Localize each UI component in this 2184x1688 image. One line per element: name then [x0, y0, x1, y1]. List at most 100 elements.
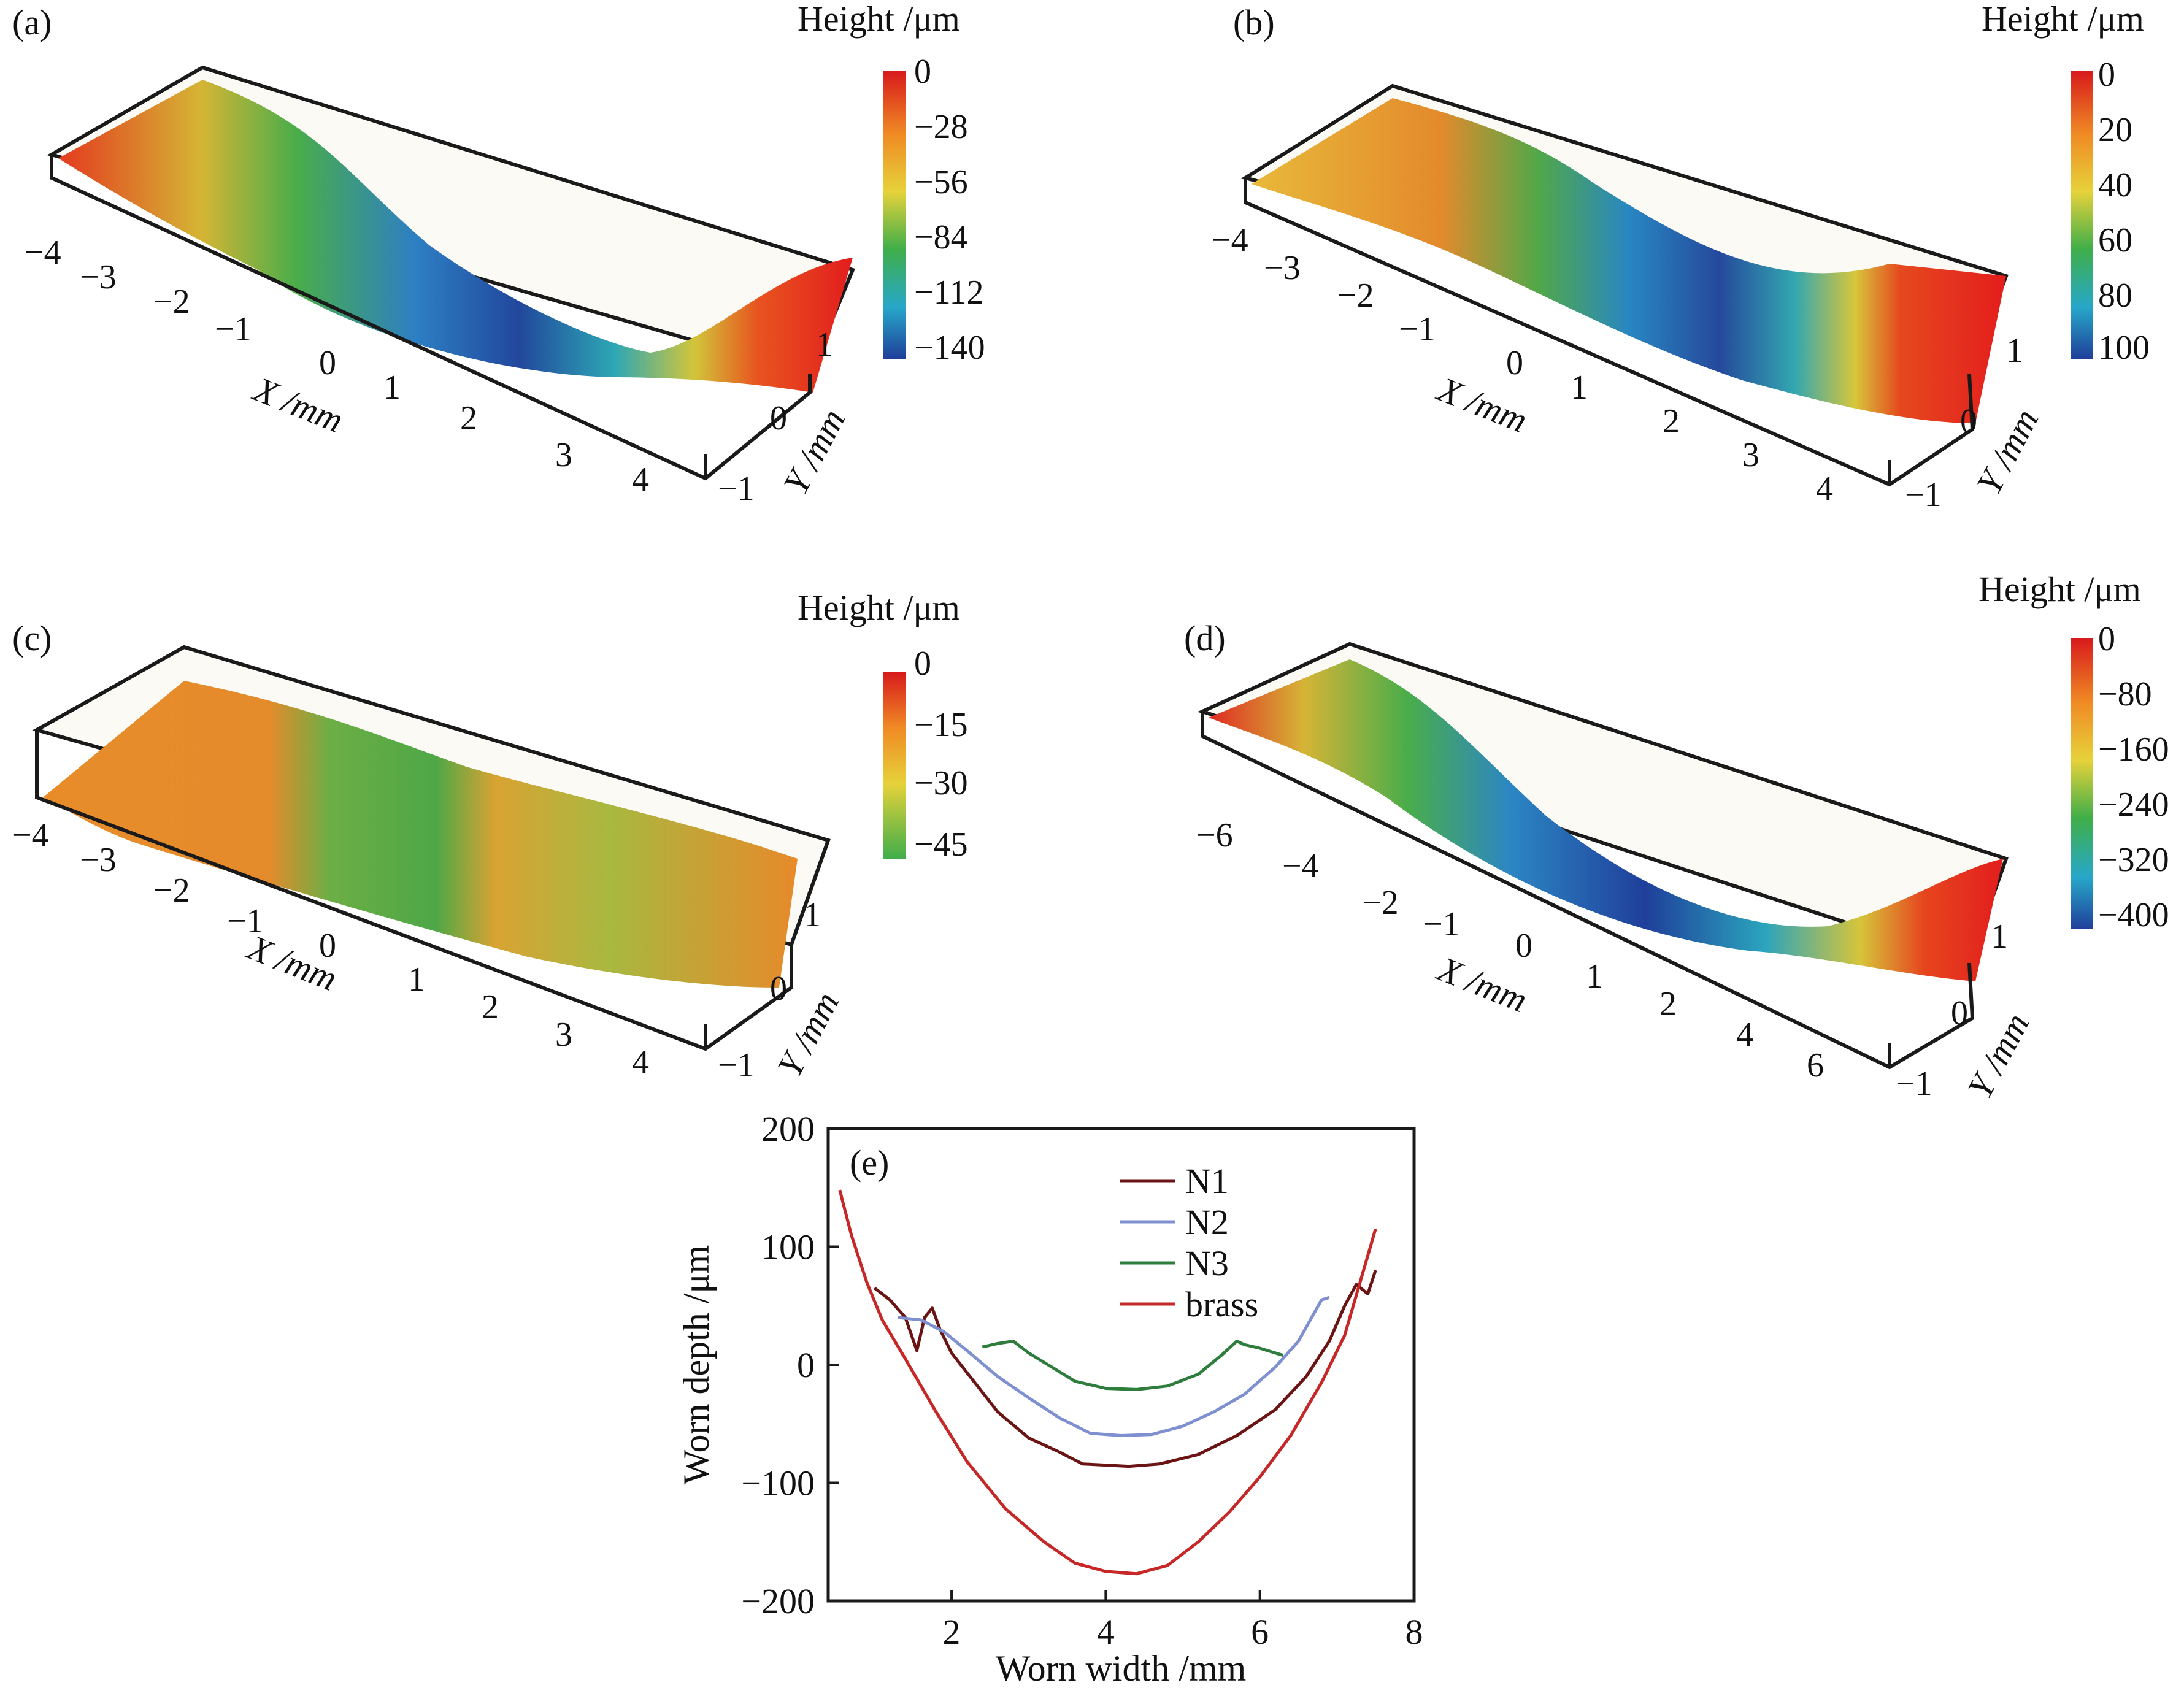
panel-d-x-tick: 2	[1659, 985, 1677, 1023]
panel-c-label: (c)	[12, 618, 52, 658]
panel-c-surface	[43, 681, 798, 988]
panel-d-colorbar-tick: −160	[2098, 731, 2169, 769]
panel-a-x-tick: −3	[80, 258, 117, 296]
panel-e-y-tick-label: 100	[761, 1227, 815, 1267]
panel-d-x-tick: −6	[1196, 816, 1233, 854]
panel-a-x-tick: 0	[319, 344, 336, 382]
panel-b-y-tick: 1	[2006, 332, 2023, 370]
panel-c-x-tick: 4	[632, 1043, 649, 1081]
panel-d-x-tick: 6	[1807, 1046, 1824, 1084]
panel-c-x-ticks: −4 −3 −2 −1 0 1 2 3 4	[12, 816, 649, 1081]
panel-d-colorbar-tick: −320	[2098, 841, 2169, 879]
panel-d-y-tick: 0	[1951, 994, 1968, 1032]
panel-a-colorbar-ticks: 0 −28 −56 −84 −112 −140	[914, 53, 985, 367]
legend-label-N1: N1	[1185, 1161, 1229, 1201]
panel-d-x-tick: 1	[1586, 957, 1603, 996]
panel-d-x-tick: 4	[1736, 1016, 1753, 1054]
panel-e-x-axis-title: Worn width /mm	[996, 1648, 1247, 1688]
panel-a-x-ticks: −4 −3 −2 −1 0 1 2 3 4	[25, 234, 649, 499]
panel-b-surface	[1252, 98, 2006, 423]
panel-e-x-tick-label: 2	[943, 1612, 961, 1652]
panel-b: (b) −4 −3 −2 −1 0 1 2 3 4 X /mm 1 0 −1 Y…	[1212, 0, 2150, 514]
panel-e-y-tick-label: −100	[741, 1464, 815, 1503]
panel-c: (c) −4 −3 −2 −1 0 1 2 3 4 X /mm 1 0 −1 Y…	[12, 588, 968, 1084]
panel-b-x-tick: 4	[1816, 470, 1833, 508]
panel-e-plot-frame	[826, 1127, 1416, 1603]
panel-b-x-tick: −3	[1264, 249, 1301, 287]
panel-b-colorbar	[2071, 71, 2093, 359]
panel-d-x-ticks: −6 −4 −2 −1 0 1 2 4 6	[1196, 816, 1824, 1084]
panel-a-x-tick: 3	[555, 436, 572, 474]
panel-a: (a) −4 −3 −2 −1 0 1 2 3 4 X /mm 1 0 −1 Y…	[12, 0, 985, 508]
series-line-N1	[873, 1270, 1377, 1468]
panel-e-x-tick-label: 6	[1251, 1612, 1269, 1652]
panel-d-x-tick: −1	[1423, 905, 1460, 943]
panel-b-y-tick: 0	[1960, 402, 1977, 440]
panel-e-x-ticks: 2 4 6 8	[943, 1590, 1423, 1652]
panel-a-colorbar-tick: −84	[914, 218, 968, 256]
panel-c-y-tick: 0	[770, 970, 787, 1008]
panel-b-y-ticks: 1 0 −1	[1905, 332, 2023, 514]
panel-c-y-tick: −1	[718, 1046, 755, 1084]
panel-c-x-tick: −3	[80, 841, 117, 879]
panel-a-y-tick: 1	[816, 326, 833, 364]
panel-b-colorbar-tick: 80	[2098, 277, 2132, 315]
panel-a-x-tick: 1	[383, 369, 401, 407]
panel-a-colorbar	[883, 71, 906, 359]
panel-b-x-tick: 1	[1571, 369, 1588, 407]
panel-c-colorbar-tick: −15	[914, 706, 968, 744]
panel-a-colorbar-tick: −56	[914, 163, 968, 201]
panel-a-y-axis-title: Y /mm	[775, 402, 853, 501]
panel-a-x-tick: −2	[153, 283, 190, 321]
panel-c-colorbar-ticks: 0 −15 −30 −45	[914, 645, 968, 864]
panel-b-colorbar-tick: 60	[2098, 221, 2132, 259]
panel-a-colorbar-tick: 0	[914, 53, 931, 91]
panel-c-colorbar-tick: −30	[914, 764, 968, 802]
panel-d-y-tick: 1	[1991, 918, 2008, 956]
panel-b-x-tick: −2	[1337, 277, 1374, 315]
panel-c-colorbar-tick: 0	[914, 645, 931, 683]
panel-a-y-tick: −1	[718, 470, 755, 508]
panel-c-x-tick: −1	[227, 902, 264, 940]
panel-a-y-ticks: 1 0 −1	[718, 326, 833, 508]
panel-d-colorbar	[2071, 638, 2093, 929]
panel-d-surface	[1209, 659, 2003, 981]
legend-label-N3: N3	[1185, 1243, 1229, 1283]
panel-b-colorbar-tick: 40	[2098, 166, 2132, 204]
panel-c-x-tick: 0	[319, 927, 336, 965]
panel-d-colorbar-tick: −240	[2098, 786, 2169, 824]
panel-c-colorbar-tick: −45	[914, 826, 968, 864]
panel-b-colorbar-ticks: 0 20 40 60 80 100	[2098, 56, 2150, 367]
panel-b-colorbar-tick: 20	[2098, 111, 2132, 149]
panel-c-colorbar-title: Height /μm	[798, 588, 960, 627]
panel-e-label: (e)	[850, 1143, 889, 1183]
legend-label-N2: N2	[1185, 1202, 1229, 1242]
panel-a-colorbar-title: Height /μm	[798, 0, 960, 39]
panel-d-colorbar-ticks: 0 −80 −160 −240 −320 −400	[2098, 620, 2169, 934]
panel-d-y-tick: −1	[1896, 1065, 1932, 1103]
panel-e-y-tick-label: 200	[761, 1109, 815, 1149]
panel-b-x-tick: −1	[1399, 310, 1436, 348]
panel-e-y-tick-label: −200	[741, 1581, 815, 1621]
panel-c-x-tick: 1	[408, 961, 425, 999]
panel-c-x-tick: −4	[12, 816, 49, 854]
panel-c-x-tick: 2	[482, 988, 499, 1026]
panel-c-y-ticks: 1 0 −1	[718, 896, 821, 1084]
panel-d-colorbar-tick: −400	[2098, 896, 2169, 934]
panel-e-x-tick-label: 8	[1405, 1612, 1423, 1652]
series-line-brass	[838, 1189, 1377, 1576]
panel-b-colorbar-tick: 0	[2098, 56, 2115, 94]
legend-label-brass: brass	[1185, 1284, 1258, 1324]
panel-c-colorbar	[883, 672, 906, 859]
panel-d-colorbar-title: Height /μm	[1978, 569, 2141, 609]
panel-c-x-tick: −2	[153, 872, 190, 910]
panel-e-y-ticks: 200 100 0 −100 −200	[741, 1109, 839, 1621]
series-line-N3	[982, 1340, 1284, 1391]
panel-d-y-ticks: 1 0 −1	[1896, 918, 2008, 1103]
panel-e-y-tick-label: 0	[797, 1345, 815, 1385]
panel-d-label: (d)	[1184, 618, 1226, 658]
panel-d: (d) −6 −4 −2 −1 0 1 2 4 6 X /mm 1 0 −1 Y…	[1184, 569, 2169, 1105]
